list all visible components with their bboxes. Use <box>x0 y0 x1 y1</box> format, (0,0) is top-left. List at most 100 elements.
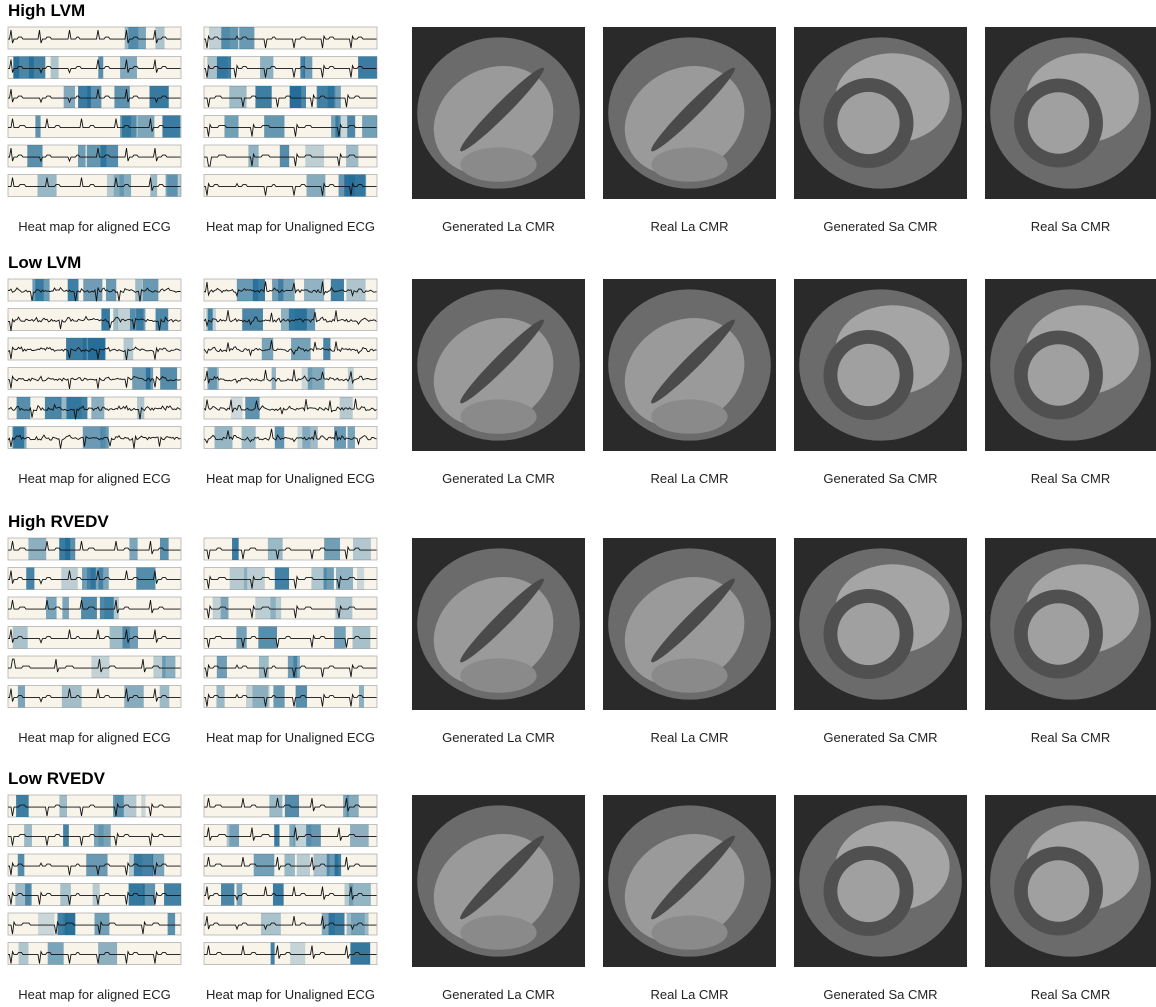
caption: Heat map for Unaligned ECG <box>206 730 375 745</box>
cmr-image <box>412 538 585 710</box>
heat-band <box>324 538 340 560</box>
section-title: High RVEDV <box>8 512 109 531</box>
cmr-image <box>985 795 1156 967</box>
heat-band <box>258 627 277 649</box>
caption: Real Sa CMR <box>1031 471 1110 486</box>
heat-band <box>152 854 164 876</box>
cmr-image <box>985 279 1156 451</box>
heat-band <box>350 943 370 965</box>
heat-band <box>237 884 243 906</box>
section-title: Low LVM <box>8 253 81 272</box>
heat-band <box>143 884 155 906</box>
section-title: High LVM <box>8 1 85 20</box>
ecg-heatmap <box>8 279 181 449</box>
caption: Heat map for aligned ECG <box>18 987 170 1002</box>
heat-band <box>35 116 40 138</box>
cmr-image <box>985 538 1156 710</box>
heat-band <box>18 854 25 876</box>
atrium <box>651 658 727 692</box>
heat-band <box>362 116 377 138</box>
ecg-heatmap <box>8 538 181 708</box>
heat-band <box>268 538 283 560</box>
heat-band <box>18 686 25 708</box>
cmr-image <box>603 795 776 967</box>
heat-band <box>290 86 301 108</box>
heat-band <box>358 57 377 79</box>
heat-band <box>348 368 354 390</box>
heat-band <box>129 538 137 560</box>
heat-band <box>160 368 177 390</box>
caption: Generated Sa CMR <box>823 987 937 1002</box>
heat-band <box>242 427 256 449</box>
heat-band <box>143 279 159 301</box>
heat-band <box>290 943 305 965</box>
heat-band <box>160 538 169 560</box>
ecg-heatmap <box>204 795 377 965</box>
heat-band <box>334 427 346 449</box>
lv-cavity <box>1028 603 1090 665</box>
heat-band <box>25 884 32 906</box>
cmr-image <box>412 279 585 451</box>
heat-band <box>78 86 91 108</box>
heat-band <box>350 825 369 847</box>
heat-band <box>297 854 310 876</box>
figure: High LVM Heat map for aligned ECG Heat map… <box>0 0 1156 1007</box>
heat-band <box>359 686 364 708</box>
cmr-image <box>603 279 776 451</box>
heat-band <box>311 568 326 590</box>
heat-band <box>98 825 103 847</box>
lv-cavity <box>1028 860 1090 922</box>
heat-band <box>353 538 371 560</box>
lv-cavity <box>1028 92 1090 154</box>
caption: Heat map for Unaligned ECG <box>206 219 375 234</box>
cmr-image <box>603 27 776 199</box>
heat-band <box>51 57 59 79</box>
heat-band <box>160 686 170 708</box>
page-body: {"sections": [ {"title": "High LVM", "ca… <box>0 0 1156 1007</box>
caption: Real La CMR <box>650 471 728 486</box>
heat-band <box>252 686 269 708</box>
cmr-image <box>794 795 967 967</box>
ecg-heatmap <box>204 27 377 197</box>
heat-band <box>207 57 227 79</box>
heat-band <box>213 597 229 619</box>
lv-cavity <box>837 92 899 154</box>
heat-band <box>305 145 324 167</box>
heat-band <box>28 538 46 560</box>
atrium <box>460 147 536 181</box>
caption: Generated Sa CMR <box>823 219 937 234</box>
caption: Generated La CMR <box>442 219 555 234</box>
atrium <box>651 147 727 181</box>
ecg-heatmap <box>204 538 377 708</box>
heat-band <box>280 145 289 167</box>
heat-band <box>271 943 275 965</box>
cmr-image <box>985 27 1156 199</box>
heat-band <box>259 656 269 678</box>
heat-band <box>335 597 352 619</box>
heat-band <box>19 943 29 965</box>
atrium <box>460 915 536 949</box>
heat-band <box>242 309 263 331</box>
heat-band <box>98 943 117 965</box>
caption: Generated Sa CMR <box>823 471 937 486</box>
heat-band <box>14 57 34 79</box>
heat-band <box>83 279 102 301</box>
ecg-heatmap <box>204 279 377 449</box>
heat-band <box>141 795 145 817</box>
heat-band <box>129 854 142 876</box>
heat-band <box>48 943 64 965</box>
heat-band <box>232 538 239 560</box>
caption: Real La CMR <box>650 219 728 234</box>
heat-band <box>236 627 246 649</box>
caption: Heat map for Unaligned ECG <box>206 987 375 1002</box>
heat-band <box>27 145 42 167</box>
heat-band <box>168 913 175 935</box>
heat-band <box>229 86 246 108</box>
heat-band <box>334 627 346 649</box>
heat-band <box>65 538 75 560</box>
cmr-image <box>794 538 967 710</box>
heat-band <box>26 568 34 590</box>
ecg-heatmap <box>8 27 181 197</box>
cmr-image <box>794 279 967 451</box>
cmr-image <box>412 27 585 199</box>
